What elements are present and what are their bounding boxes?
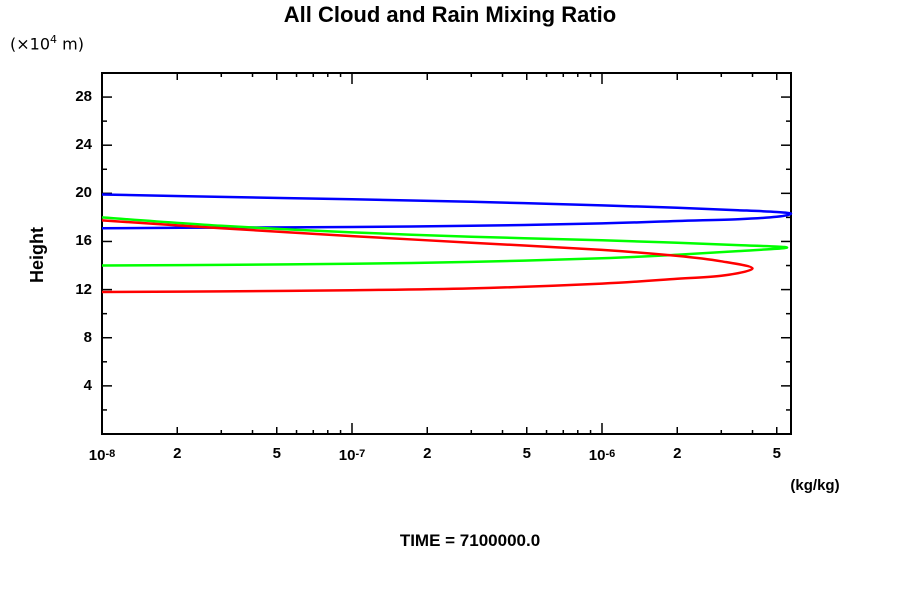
y-tick-label: 20 [75,184,92,202]
y-tick-label: 4 [83,376,92,394]
y-tick-label: 24 [75,136,92,154]
x-tick-label: 5 [522,445,531,462]
y-tick-label: 28 [75,88,92,106]
y-tick-label: 12 [75,280,92,298]
x-tick-label: 5 [772,445,781,462]
x-tick-label: 10-8 [88,447,116,464]
y-axis-units-suffix: m) [57,34,84,54]
chart-title: All Cloud and Rain Mixing Ratio [283,2,617,27]
x-tick-label: 2 [423,445,432,462]
plot-frame [101,72,792,435]
x-tick-label: 10-7 [338,447,366,464]
series-line-green [101,216,789,267]
y-axis-units-exponent: 4 [50,33,58,46]
x-tick-label: 5 [272,445,281,462]
x-tick-label: 2 [673,445,682,462]
series-line-blue [101,193,793,230]
time-annotation: TIME = 7100000.0 [399,531,541,550]
y-axis-units: (×104 m) [10,33,84,53]
y-tick-label: 16 [75,232,92,250]
y-tick-label: 8 [83,328,92,346]
x-axis-units: (kg/kg) [790,477,840,494]
y-axis-units-prefix: (×10 [10,34,51,54]
series-line-red [101,219,754,294]
x-tick-label: 10-6 [588,447,616,464]
x-tick-label: 2 [173,445,182,462]
